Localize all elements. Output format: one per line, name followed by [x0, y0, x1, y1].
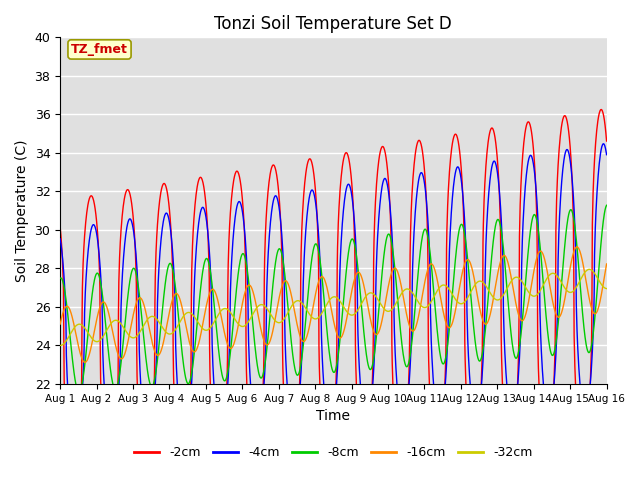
- Y-axis label: Soil Temperature (C): Soil Temperature (C): [15, 139, 29, 282]
- Title: Tonzi Soil Temperature Set D: Tonzi Soil Temperature Set D: [214, 15, 452, 33]
- Legend: -2cm, -4cm, -8cm, -16cm, -32cm: -2cm, -4cm, -8cm, -16cm, -32cm: [129, 442, 538, 465]
- X-axis label: Time: Time: [316, 409, 350, 423]
- Text: TZ_fmet: TZ_fmet: [71, 43, 128, 56]
